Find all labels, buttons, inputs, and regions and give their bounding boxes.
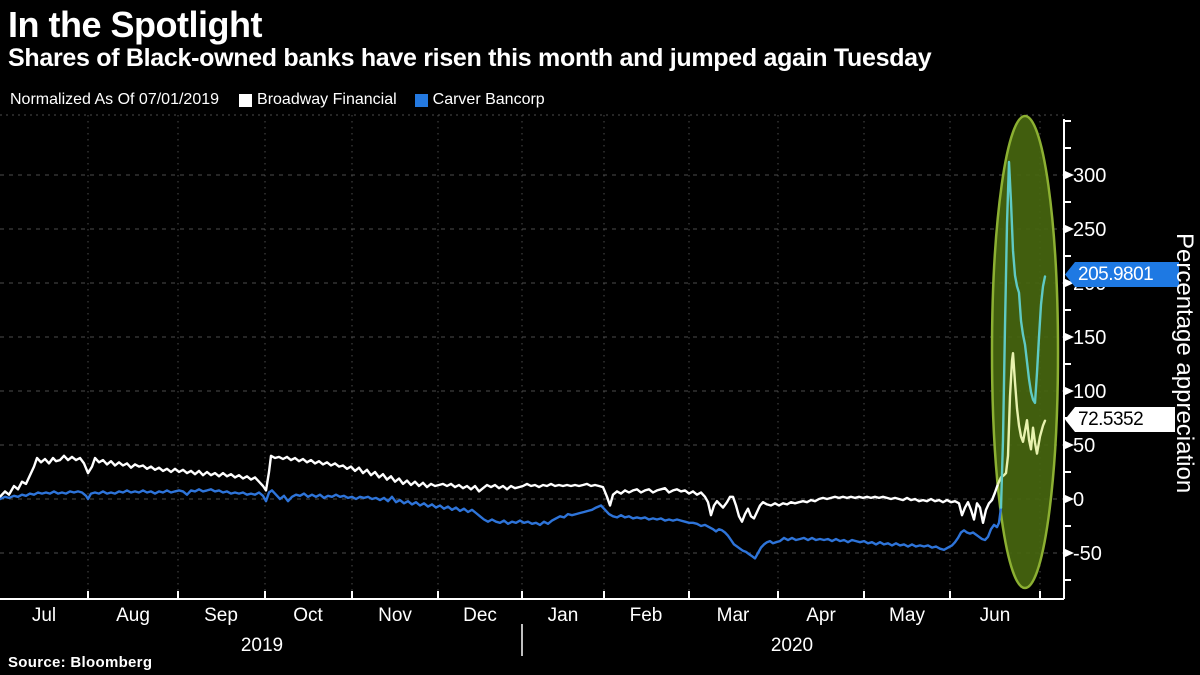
gridlines xyxy=(0,114,1064,599)
y-tick-label: 300 xyxy=(1073,165,1106,187)
series-line-carver-bancorp xyxy=(0,488,1003,560)
series-spike-carver-bancorp xyxy=(999,160,1047,509)
y-tick-label: 150 xyxy=(1073,327,1106,349)
carver-last-price-value: 205.9801 xyxy=(1078,264,1154,285)
year-label: 2020 xyxy=(771,635,813,656)
month-label: Jun xyxy=(980,605,1011,626)
axes: 300250200150100500-50 xyxy=(0,119,1106,600)
month-label: Dec xyxy=(463,605,497,626)
month-label: Mar xyxy=(717,605,750,626)
series-line-broadway-financial xyxy=(0,454,1000,524)
chart-subtitle: Shares of Black-owned banks have risen t… xyxy=(8,44,932,72)
x-axis-labels: Jul Aug Sep Oct Nov Dec Jan Feb Mar Apr May Jun 2019… xyxy=(32,605,1010,656)
legend-label-broadway-financial: Broadway Financial xyxy=(257,91,397,108)
series-spike-broadway-financial xyxy=(996,352,1047,486)
month-label: Aug xyxy=(116,605,150,626)
carver-last-price-tag: 205.9801 xyxy=(1065,262,1179,287)
month-label: Jan xyxy=(548,605,579,626)
series-lines xyxy=(0,160,1047,560)
month-label: Apr xyxy=(806,605,836,626)
y-tick-label: 50 xyxy=(1073,435,1095,457)
broadway-last-price-tag: 72.5352 xyxy=(1065,407,1175,432)
y-tick-label: -50 xyxy=(1073,543,1102,565)
broadway-financial-swatch-icon xyxy=(239,93,253,107)
year-label: 2019 xyxy=(241,635,283,656)
legend-label-carver-bancorp: Carver Bancorp xyxy=(432,91,545,108)
month-label: Jul xyxy=(32,605,56,626)
y-tick-label: 100 xyxy=(1073,381,1106,403)
month-label: Sep xyxy=(204,605,238,626)
chart-legend: Normalized As Of 07/01/2019 Broadway Fin… xyxy=(10,91,563,109)
source-label: Source: Bloomberg xyxy=(8,654,153,671)
legend-item-broadway-financial: Broadway Financial xyxy=(239,91,397,109)
month-label: Nov xyxy=(378,605,412,626)
page-title: In the Spotlight xyxy=(8,4,262,45)
y-tick-label: 0 xyxy=(1073,489,1084,511)
month-label: Oct xyxy=(293,605,323,626)
month-label: May xyxy=(889,605,925,626)
y-tick-label: 250 xyxy=(1073,219,1106,241)
carver-bancorp-swatch-icon xyxy=(414,93,428,107)
month-label: Feb xyxy=(630,605,663,626)
normalized-as-of-label: Normalized As Of 07/01/2019 xyxy=(10,91,220,108)
broadway-last-price-value: 72.5352 xyxy=(1078,409,1144,430)
y-axis-title: Percentage appreciation xyxy=(1171,232,1198,494)
legend-item-carver-bancorp: Carver Bancorp xyxy=(414,91,545,109)
